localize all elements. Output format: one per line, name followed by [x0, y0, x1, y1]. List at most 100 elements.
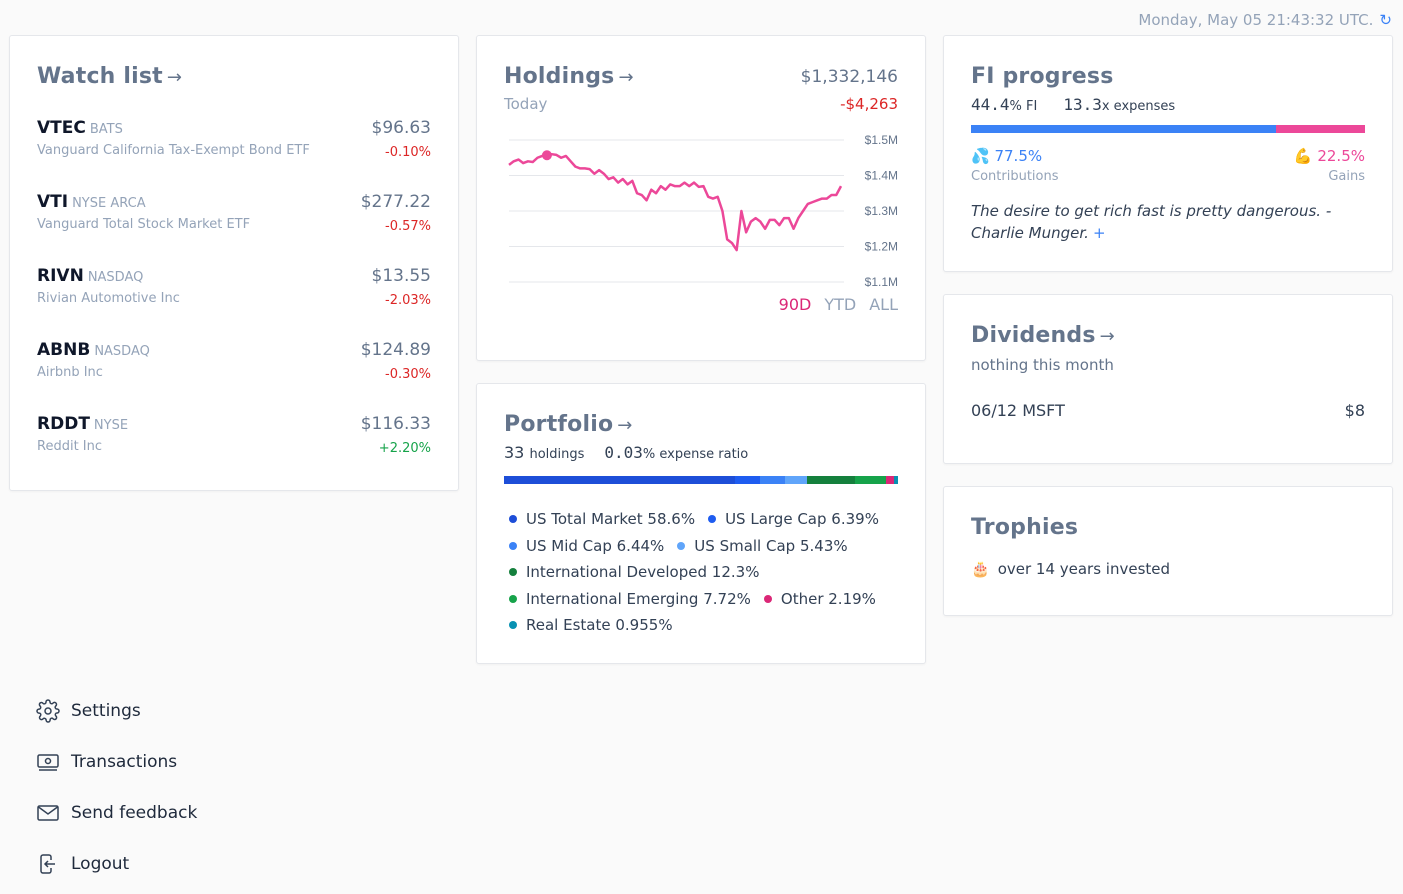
security-price: $124.89 — [360, 340, 431, 360]
legend-dot-icon — [509, 541, 517, 550]
legend-name: US Small Cap — [694, 536, 796, 555]
legend-dot-icon — [509, 621, 517, 630]
portfolio-stats: 33 holdings 0.03% expense ratio — [504, 443, 898, 462]
fi-percent-label: % FI — [1009, 99, 1038, 114]
portfolio-title-text: Portfolio — [504, 412, 614, 437]
legend-value: 7.72% — [703, 589, 751, 608]
expense-ratio-label: % expense ratio — [642, 447, 749, 462]
ticker-symbol: ABNB — [37, 340, 91, 360]
last-updated-text: Monday, May 05 21:43:32 UTC. — [1138, 11, 1374, 29]
ticker-symbol: RIVN — [37, 266, 84, 286]
legend-value: 6.44% — [616, 536, 665, 555]
trophies-card: Trophies 🎂 over 14 years invested — [943, 486, 1393, 616]
legend-name: Other — [780, 589, 824, 608]
arrow-right-icon: → — [1099, 326, 1115, 347]
dividend-row: 06/12 MSFT $8 — [971, 401, 1365, 420]
watchlist-card: Watch list → VTEC BATS Vanguard California … — [9, 35, 459, 491]
legend-name: Real Estate — [526, 616, 611, 634]
nav-send-feedback[interactable]: Send feedback — [36, 800, 197, 826]
range-ytd-button[interactable]: YTD — [824, 295, 857, 314]
refresh-icon[interactable]: ↻ — [1379, 11, 1392, 29]
y-tick-label: $1.5M — [865, 133, 898, 147]
chart-point-marker[interactable] — [541, 150, 552, 161]
holdings-count-label: holdings — [529, 447, 585, 462]
legend-item: Real Estate 0.955% — [504, 612, 673, 639]
nav-transactions[interactable]: Transactions — [36, 749, 197, 775]
y-tick-label: $1.3M — [865, 204, 898, 218]
arrow-right-icon: → — [618, 67, 634, 88]
fi-split-labels: 💦 77.5% Contributions 💪 22.5% Gains — [971, 147, 1365, 187]
nav-logout[interactable]: Logout — [36, 851, 197, 877]
fi-split-bar — [971, 125, 1365, 133]
watchlist-symbol: RDDT NYSE — [37, 414, 431, 434]
holdings-line-chart: $1.5M $1.4M $1.3M $1.2M $1.1M — [508, 133, 898, 289]
legend-name: International Emerging — [526, 589, 699, 608]
security-price: $116.33 — [360, 414, 431, 434]
holdings-total-value: $1,332,146 — [800, 67, 898, 87]
watchlist-row[interactable]: RDDT NYSE Reddit Inc $116.33 +2.20% — [37, 414, 431, 488]
trophy-text: over 14 years invested — [997, 560, 1171, 578]
legend-dot-icon — [708, 515, 717, 524]
logout-icon — [40, 854, 55, 874]
holdings-day-change: -$4,263 — [840, 95, 898, 113]
envelope-icon — [37, 805, 59, 821]
allocation-bar — [504, 476, 898, 484]
allocation-segment — [885, 476, 895, 484]
gains-label: Gains — [1328, 169, 1365, 184]
expense-ratio-value: 0.03 — [604, 443, 643, 462]
watchlist-row[interactable]: VTEC BATS Vanguard California Tax-Exempt B… — [37, 118, 431, 192]
security-price: $277.22 — [360, 192, 431, 212]
expenses-multiple-label: x expenses — [1101, 99, 1176, 114]
birthday-cake-icon: 🎂 — [971, 560, 990, 578]
trophy-item: 🎂 over 14 years invested — [971, 560, 1365, 578]
price-change: -2.03% — [385, 293, 431, 308]
watchlist-row[interactable]: VTI NYSE ARCA Vanguard Total Stock Market … — [37, 192, 431, 266]
quote-text: The desire to get rich fast is pretty da… — [971, 202, 1332, 242]
watchlist-row[interactable]: RIVN NASDAQ Rivian Automotive Inc $13.55 -2.… — [37, 266, 431, 340]
allocation-segment — [734, 476, 761, 484]
y-tick-label: $1.1M — [865, 275, 898, 289]
legend-name: US Total Market — [526, 510, 643, 528]
dividend-label: 06/12 MSFT — [971, 401, 1065, 420]
legend-dot-icon — [763, 594, 772, 603]
watchlist-title-text: Watch list — [37, 64, 163, 89]
exchange-label: NASDAQ — [87, 270, 144, 285]
range-90d-button[interactable]: 90D — [778, 295, 812, 314]
exchange-label: NYSE ARCA — [72, 196, 146, 211]
nav-settings[interactable]: Settings — [36, 698, 197, 724]
watchlist-row[interactable]: ABNB NASDAQ Airbnb Inc $124.89 -0.30% — [37, 340, 431, 414]
legend-value: 5.43% — [799, 536, 848, 555]
legend-name: US Mid Cap — [526, 536, 612, 555]
legend-value: 2.19% — [828, 589, 876, 608]
watchlist-symbol: VTI NYSE ARCA — [37, 192, 431, 212]
expenses-multiple-value: 13.3 — [1063, 95, 1102, 114]
arrow-right-icon: → — [166, 67, 183, 88]
allocation-segment — [785, 476, 807, 484]
portfolio-title[interactable]: Portfolio → — [504, 412, 898, 437]
legend-value: 0.955% — [615, 616, 673, 634]
dividends-card: Dividends → nothing this month 06/12 MSFT… — [943, 294, 1393, 464]
legend-value: 6.39% — [831, 510, 879, 528]
range-all-button[interactable]: ALL — [869, 295, 898, 314]
gear-icon — [36, 699, 60, 723]
nav-transactions-label: Transactions — [71, 752, 178, 772]
last-updated: Monday, May 05 21:43:32 UTC. ↻ — [1138, 11, 1392, 29]
watchlist-list: VTEC BATS Vanguard California Tax-Exempt B… — [37, 118, 431, 488]
legend-dot-icon — [509, 568, 517, 577]
gains-stat: 💪 22.5% Gains — [1294, 147, 1365, 184]
nav-feedback-label: Send feedback — [71, 803, 198, 823]
watchlist-title[interactable]: Watch list → — [37, 64, 431, 89]
more-quote-button[interactable]: + — [1092, 224, 1106, 242]
nav-logout-label: Logout — [71, 854, 130, 874]
holdings-series-line — [508, 152, 843, 252]
legend-item: International Emerging 7.72% — [504, 586, 751, 613]
price-change: -0.57% — [385, 219, 431, 234]
gains-pct: 22.5% — [1317, 147, 1365, 165]
security-price: $13.55 — [371, 266, 431, 286]
exchange-label: NYSE — [93, 418, 129, 433]
dividends-title[interactable]: Dividends → — [971, 323, 1365, 348]
dividend-amount: $8 — [1344, 401, 1365, 420]
legend-dot-icon — [677, 541, 686, 550]
legend-value: 58.6% — [647, 510, 696, 528]
holdings-title[interactable]: Holdings → — [504, 64, 898, 89]
